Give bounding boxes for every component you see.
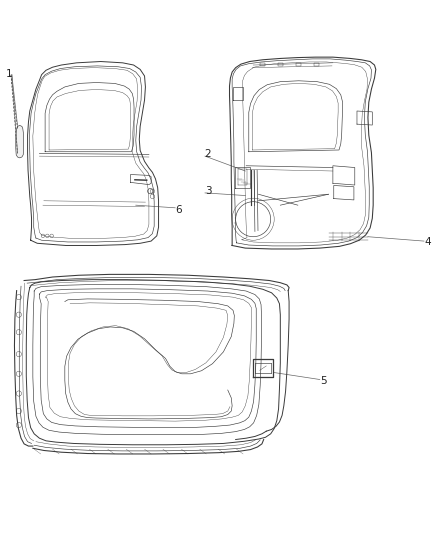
Text: 1: 1	[5, 69, 12, 79]
Text: 4: 4	[424, 237, 431, 247]
Bar	[314, 63, 319, 66]
Text: 3: 3	[205, 186, 212, 196]
Text: 2: 2	[205, 149, 212, 159]
Text: 6: 6	[175, 205, 182, 215]
Text: 5: 5	[320, 376, 327, 386]
Bar	[278, 63, 283, 66]
Bar	[260, 63, 265, 66]
Bar	[296, 63, 301, 66]
Polygon shape	[16, 125, 24, 158]
